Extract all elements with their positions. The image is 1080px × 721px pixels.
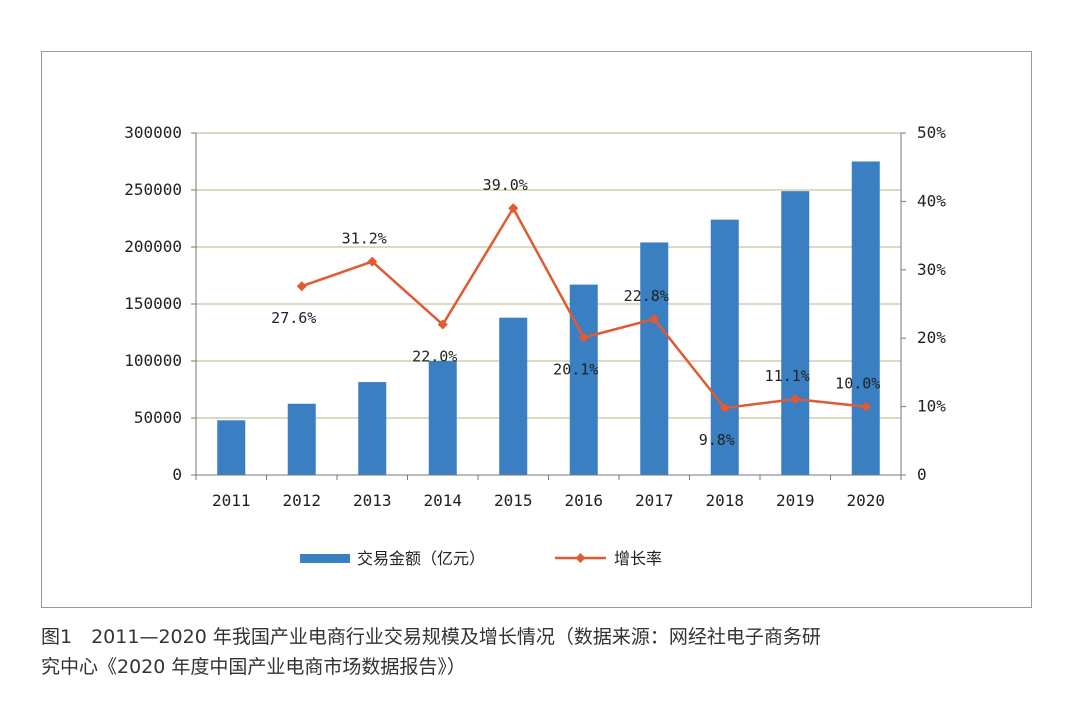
x-axis-ticks: 2011 2012 2013 2014 2015 2016 2017 2018 2019 2020 [195,475,902,510]
bar [781,191,810,475]
line-marker [790,394,801,405]
data-label: 10.0% [835,375,880,393]
line-marker [367,256,378,267]
right-tick-label: 10% [917,397,946,416]
left-tick-label: 200000 [124,237,182,256]
figure-caption: 图1 2011—2020 年我国产业电商行业交易规模及增长情况（数据来源：网经社… [41,622,1041,682]
data-label: 22.0% [412,348,457,366]
legend: 交易金额（亿元） 增长率 [300,549,662,568]
left-tick-label: 100000 [124,351,182,370]
caption-line-1: 图1 2011—2020 年我国产业电商行业交易规模及增长情况（数据来源：网经社… [41,626,821,648]
bar [287,403,316,475]
bar [710,219,739,475]
x-tick-label: 2016 [564,491,603,510]
data-label: 39.0% [483,176,528,194]
bar-series [217,161,880,475]
bar [428,361,457,475]
data-label: 27.6% [271,309,316,327]
bar [851,161,880,475]
left-tick-label: 0 [172,465,182,484]
left-tick-label: 250000 [124,180,182,199]
caption-line-2: 究中心《2020 年度中国产业电商市场数据报告》） [41,656,466,678]
line-marker [296,281,307,292]
line-marker [860,401,871,412]
legend-line-label: 增长率 [614,549,662,568]
x-tick-label: 2018 [705,491,744,510]
chart-frame: 0 50000 100000 150000 200000 250000 300000 0 10… [41,51,1032,608]
legend-bar-swatch [300,554,350,563]
data-label: 11.1% [765,367,810,385]
bar [499,317,528,475]
right-tick-label: 0 [917,465,927,484]
x-tick-label: 2013 [353,491,392,510]
x-tick-label: 2012 [282,491,321,510]
combo-chart: 0 50000 100000 150000 200000 250000 300000 0 10… [124,123,946,568]
line-marker [649,314,660,325]
x-tick-label: 2017 [635,491,674,510]
x-tick-label: 2014 [423,491,462,510]
data-labels: 27.6% 31.2% 22.0% 39.0% 20.1% 22.8% 9.8% 11.1% 1… [271,176,880,449]
right-tick-label: 50% [917,123,946,142]
line-marker [578,332,589,343]
right-axis-ticks: 0 10% 20% 30% 40% 50% [901,123,946,484]
legend-bar-label: 交易金额（亿元） [357,549,485,568]
bar [569,284,598,475]
right-tick-label: 40% [917,191,946,210]
right-tick-label: 20% [917,328,946,347]
right-tick-label: 30% [917,260,946,279]
left-tick-label: 300000 [124,123,182,142]
bar [358,382,387,475]
left-tick-label: 150000 [124,294,182,313]
data-label: 9.8% [699,431,735,449]
data-label: 20.1% [553,361,598,379]
line-series [296,203,871,413]
x-tick-label: 2011 [212,491,251,510]
line-marker [719,402,730,413]
left-tick-label: 50000 [134,408,182,427]
x-tick-label: 2019 [776,491,815,510]
bar [217,420,246,475]
line-marker [437,319,448,330]
line-marker [508,203,519,214]
bar [640,242,669,475]
x-tick-label: 2020 [846,491,885,510]
left-axis-ticks: 0 50000 100000 150000 200000 250000 300000 [124,123,196,484]
legend-line-marker [575,553,586,563]
data-label: 31.2% [342,230,387,248]
x-tick-label: 2015 [494,491,533,510]
data-label: 22.8% [624,287,669,305]
